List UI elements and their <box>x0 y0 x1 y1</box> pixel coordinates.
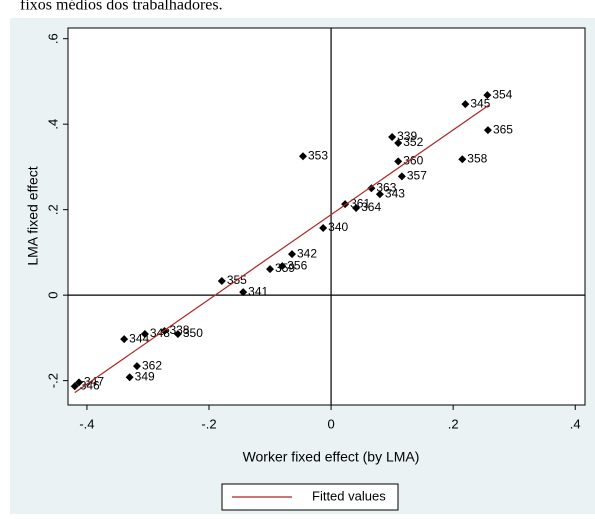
point <box>397 172 406 181</box>
point <box>483 126 492 135</box>
point <box>120 335 129 344</box>
point-label: 357 <box>407 168 427 182</box>
point <box>394 138 403 147</box>
point-label: 353 <box>308 148 328 162</box>
point <box>140 330 149 339</box>
point-label: 362 <box>142 358 162 372</box>
point-label: 358 <box>467 151 487 165</box>
point <box>266 265 275 274</box>
point <box>299 152 307 161</box>
x-axis-label: Worker fixed effect (by LMA) <box>243 449 420 465</box>
point-label: 341 <box>248 284 268 298</box>
point <box>483 91 492 100</box>
y-tick-label: .6 <box>45 33 60 44</box>
point-label: 359 <box>275 261 295 275</box>
plot-area <box>67 27 586 406</box>
point <box>74 378 83 387</box>
point <box>70 382 79 391</box>
point <box>239 288 248 297</box>
point <box>125 373 134 382</box>
y-tick-label: .2 <box>45 204 60 215</box>
legend-label: Fitted values <box>312 488 386 503</box>
point-label: 364 <box>361 200 381 214</box>
x-tick-label: 0 <box>327 416 334 431</box>
point <box>394 157 403 166</box>
point <box>367 184 376 193</box>
point <box>278 262 287 271</box>
point <box>319 224 328 233</box>
point <box>132 362 141 371</box>
point <box>288 250 297 259</box>
point <box>388 132 397 141</box>
point-label: 360 <box>403 154 423 168</box>
y-axis-label: LMA fixed effect <box>25 166 41 265</box>
fitted-line <box>74 104 491 394</box>
point-label: 349 <box>135 369 155 383</box>
y-tick-label: -.2 <box>45 373 60 388</box>
point-label: 343 <box>385 186 405 200</box>
caption: fixos médios dos trabalhadores. <box>20 0 223 14</box>
point-label: 340 <box>328 220 348 234</box>
point <box>375 190 384 199</box>
point <box>173 330 182 339</box>
point-label: 365 <box>493 122 513 136</box>
point <box>217 277 226 286</box>
y-tick-label: .4 <box>45 119 60 130</box>
point-label: 346 <box>80 378 100 392</box>
point-label: 350 <box>183 326 203 340</box>
point-label: 339 <box>397 129 417 143</box>
x-tick-label: -.2 <box>201 416 216 431</box>
point-label: 354 <box>492 87 512 101</box>
point <box>461 100 470 109</box>
point <box>352 203 361 212</box>
point-label: 363 <box>376 180 396 194</box>
point-label: 345 <box>470 96 490 110</box>
point-label: 352 <box>403 135 423 149</box>
x-tick-label: .2 <box>448 416 459 431</box>
x-tick-label: .4 <box>570 416 581 431</box>
point-label: 347 <box>84 375 104 389</box>
point-label: 356 <box>287 258 307 272</box>
x-tick-label: -.4 <box>79 416 94 431</box>
point <box>458 155 467 164</box>
y-tick-label: 0 <box>45 292 60 299</box>
point-label: 342 <box>297 246 317 260</box>
